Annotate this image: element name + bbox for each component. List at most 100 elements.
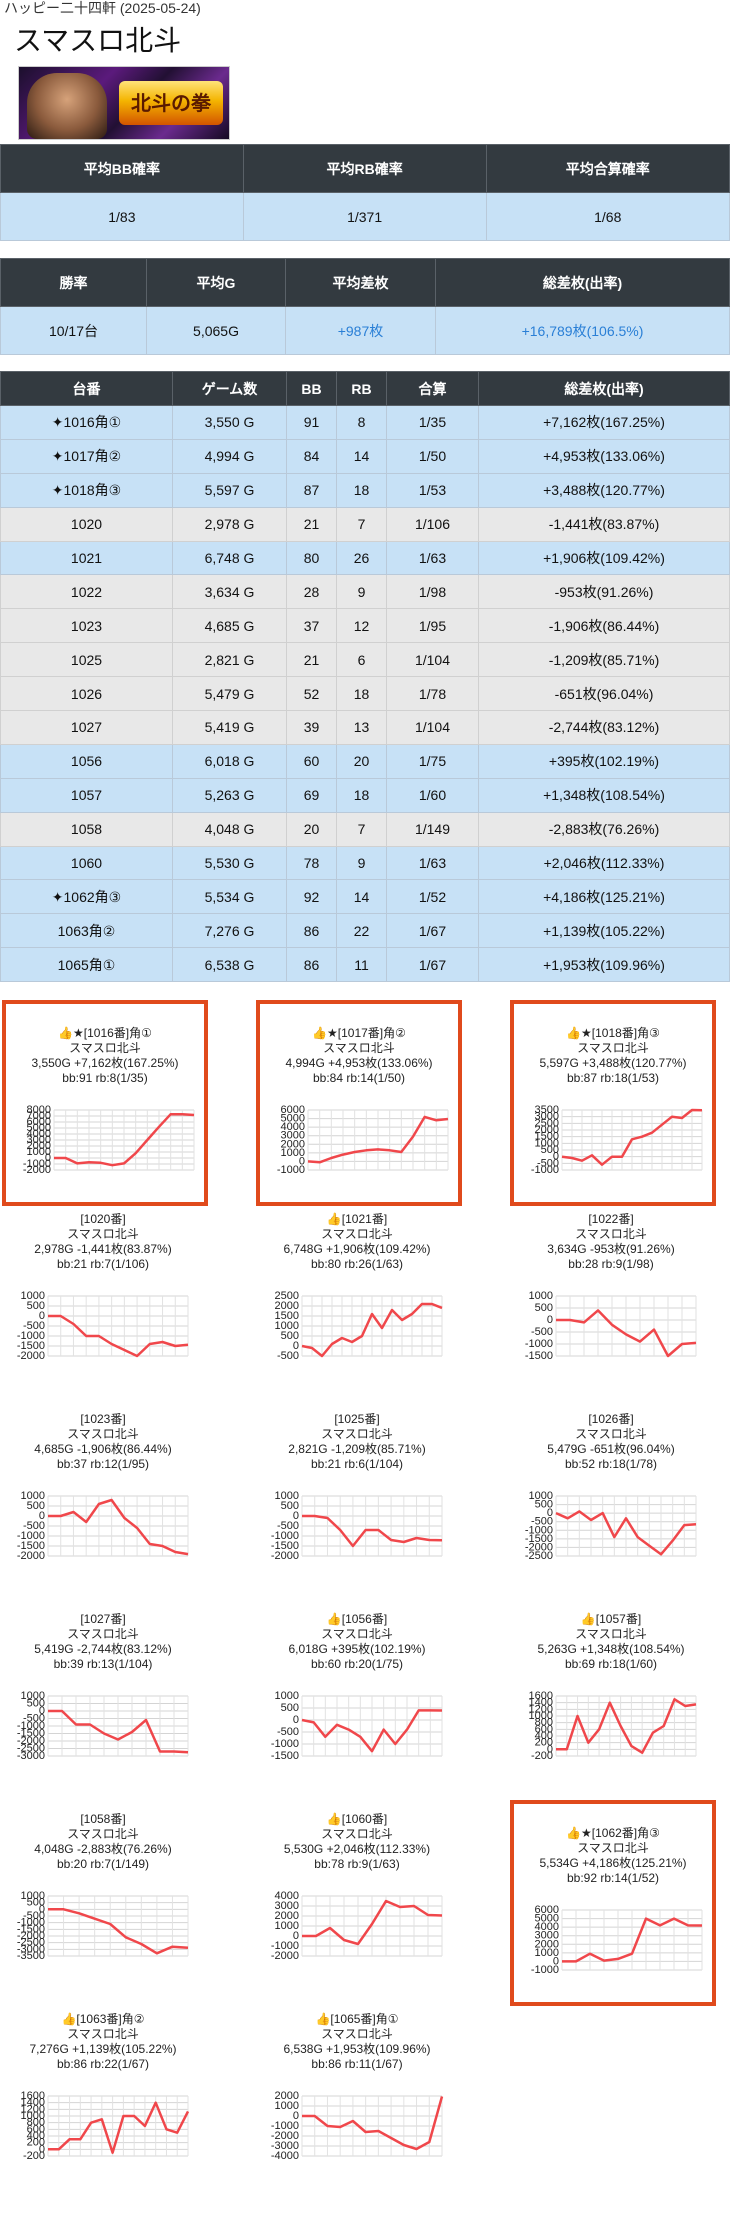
y-tick-label: 0 (547, 1743, 553, 1755)
machine-chart-card: 👍[1057番] スマスロ北斗 5,263G +1,348枚(108.54%) bb:… (508, 1598, 714, 1804)
y-tick-label: -1000 (17, 1530, 45, 1542)
diff-series-line (48, 1709, 189, 1754)
machine-number-cell: 1020 (0, 506, 173, 542)
card-line1: スマスロ北斗 (575, 1627, 647, 1641)
machine-number-cell: 1057 (0, 777, 173, 813)
card-line1: スマスロ北斗 (67, 1427, 139, 1441)
games-cell: 3,634 G (172, 574, 287, 610)
diff-series-line (48, 2101, 190, 2154)
games-cell: 3,550 G (172, 405, 287, 440)
combined-cell: 1/106 (386, 506, 479, 542)
combined-cell: 1/53 (386, 472, 479, 508)
y-tick-label: 1000 (275, 2100, 299, 2112)
y-tick-label: 0 (39, 2143, 45, 2155)
rb-cell: 14 (336, 438, 387, 474)
y-tick-label: 200 (535, 1737, 553, 1749)
card-line3: bb:52 rb:18(1/78) (564, 1457, 658, 1471)
y-tick-label: 3000 (535, 1930, 559, 1942)
y-tick-label: -500 (277, 1350, 299, 1362)
avg-diff-value: +987枚 (285, 306, 436, 355)
y-tick-label: -500 (23, 1713, 45, 1725)
y-tick-label: 500 (535, 1499, 553, 1511)
y-tick-label: 1600 (529, 1690, 553, 1702)
y-tick-label: 4000 (275, 1890, 299, 1902)
card-title: 👍★[1062番]角③ (566, 1826, 660, 1840)
machine-banner-image: 北斗の拳 (18, 66, 230, 140)
card-line1: スマスロ北斗 (69, 1041, 141, 1055)
diff-line-chart: 10005000-500-1000-1500-2000-2500-3000-35… (17, 1890, 189, 1962)
card-line2: 5,263G +1,348枚(108.54%) (537, 1642, 685, 1656)
bb-cell: 21 (286, 642, 337, 678)
machine-chart-card: [1058番] スマスロ北斗 4,048G -2,883枚(76.26%) bb:20… (0, 1798, 206, 2004)
card-line2: 5,419G -2,744枚(83.12%) (34, 1642, 172, 1656)
y-tick-label: 1000 (535, 1137, 559, 1149)
y-tick-label: -1500 (525, 1350, 553, 1362)
total-diff-cell: -651枚(96.04%) (478, 676, 730, 712)
card-line2: 7,276G +1,139枚(105.22%) (29, 2042, 177, 2056)
table-row: 1063角② 7,276 G 86 22 1/67 +1,139枚(105.22%) (0, 913, 730, 949)
y-tick-label: 0 (553, 1151, 559, 1163)
rb-cell: 8 (336, 405, 387, 440)
machine-chart-card: [1023番] スマスロ北斗 4,685G -1,906枚(86.44%) bb:37… (0, 1398, 206, 1604)
y-tick-label: 4000 (281, 1121, 305, 1133)
y-tick-label: 5000 (27, 1122, 51, 1134)
card-title: [1058番] (80, 1812, 126, 1826)
y-tick-label: -1000 (531, 1964, 559, 1976)
rb-cell: 7 (336, 506, 387, 542)
result-summary-table: 勝率 平均G 平均差枚 総差枚(出率) 10/17台 5,065G +987枚 … (0, 258, 730, 355)
y-tick-label: -2000 (17, 1930, 45, 1942)
y-tick-label: 0 (293, 1714, 299, 1726)
y-tick-label: -1000 (271, 1530, 299, 1542)
card-line1: スマスロ北斗 (67, 2027, 139, 2041)
y-tick-label: 1000 (21, 1690, 45, 1702)
y-tick-label: 1000 (529, 1710, 553, 1722)
card-title: [1022番] (588, 1212, 634, 1226)
avg-total-value: 1/68 (485, 192, 730, 241)
y-tick-label: -1500 (271, 1540, 299, 1552)
combined-cell: 1/98 (386, 574, 479, 610)
games-cell: 5,479 G (172, 676, 287, 712)
bb-cell: 21 (286, 506, 337, 542)
y-tick-label: 1600 (21, 2090, 45, 2102)
y-tick-label: -1000 (531, 1164, 559, 1176)
bb-cell: 91 (286, 405, 337, 440)
machine-number-label: 1018角③ (63, 482, 122, 499)
table-row: ✦1017角② 4,994 G 84 14 1/50 +4,953枚(133.06%) (0, 438, 730, 474)
machine-chart-card: 👍[1063番]角② スマスロ北斗 7,276G +1,139枚(105.22%) b… (0, 1998, 206, 2204)
diff-series-line (48, 1314, 189, 1358)
games-cell: 7,276 G (172, 913, 287, 949)
card-line1: スマスロ北斗 (321, 1827, 393, 1841)
win-rate-value: 10/17台 (0, 306, 147, 355)
combined-cell: 1/78 (386, 676, 479, 712)
y-tick-label: 1500 (275, 1310, 299, 1322)
y-tick-label: 3000 (27, 1134, 51, 1146)
machine-chart-card: 👍[1065番]角① スマスロ北斗 6,538G +1,953枚(109.96%) b… (254, 1998, 460, 2204)
combined-cell: 1/50 (386, 438, 479, 474)
y-tick-label: -500 (277, 1520, 299, 1532)
y-tick-label: -1500 (525, 1533, 553, 1545)
bb-cell: 37 (286, 608, 337, 644)
y-tick-label: -1500 (17, 1728, 45, 1740)
y-tick-label: 6000 (281, 1104, 305, 1116)
machine-title: スマスロ北斗 (14, 25, 182, 56)
y-tick-label: 500 (27, 1698, 45, 1710)
machine-number-cell: ✦1017角② (0, 438, 173, 474)
total-diff-cell: -1,209枚(85.71%) (478, 642, 730, 678)
card-line2: 5,534G +4,186枚(125.21%) (539, 1856, 687, 1870)
machine-number-cell: ✦1016角① (0, 405, 173, 440)
y-tick-label: 1000 (21, 1890, 45, 1902)
machine-number-cell: 1065角① (0, 947, 173, 983)
sparkle-icon: ✦ (51, 482, 64, 499)
games-cell: 5,597 G (172, 472, 287, 508)
table-row: 1057 5,263 G 69 18 1/60 +1,348枚(108.54%) (0, 777, 730, 813)
rb-cell: 18 (336, 472, 387, 508)
rb-cell: 18 (336, 676, 387, 712)
card-line2: 6,018G +395枚(102.19%) (288, 1642, 426, 1656)
rb-cell: 14 (336, 879, 387, 915)
y-tick-label: -2000 (271, 1950, 299, 1962)
y-tick-label: 200 (27, 2137, 45, 2149)
total-diff-cell: +7,162枚(167.25%) (478, 405, 730, 440)
